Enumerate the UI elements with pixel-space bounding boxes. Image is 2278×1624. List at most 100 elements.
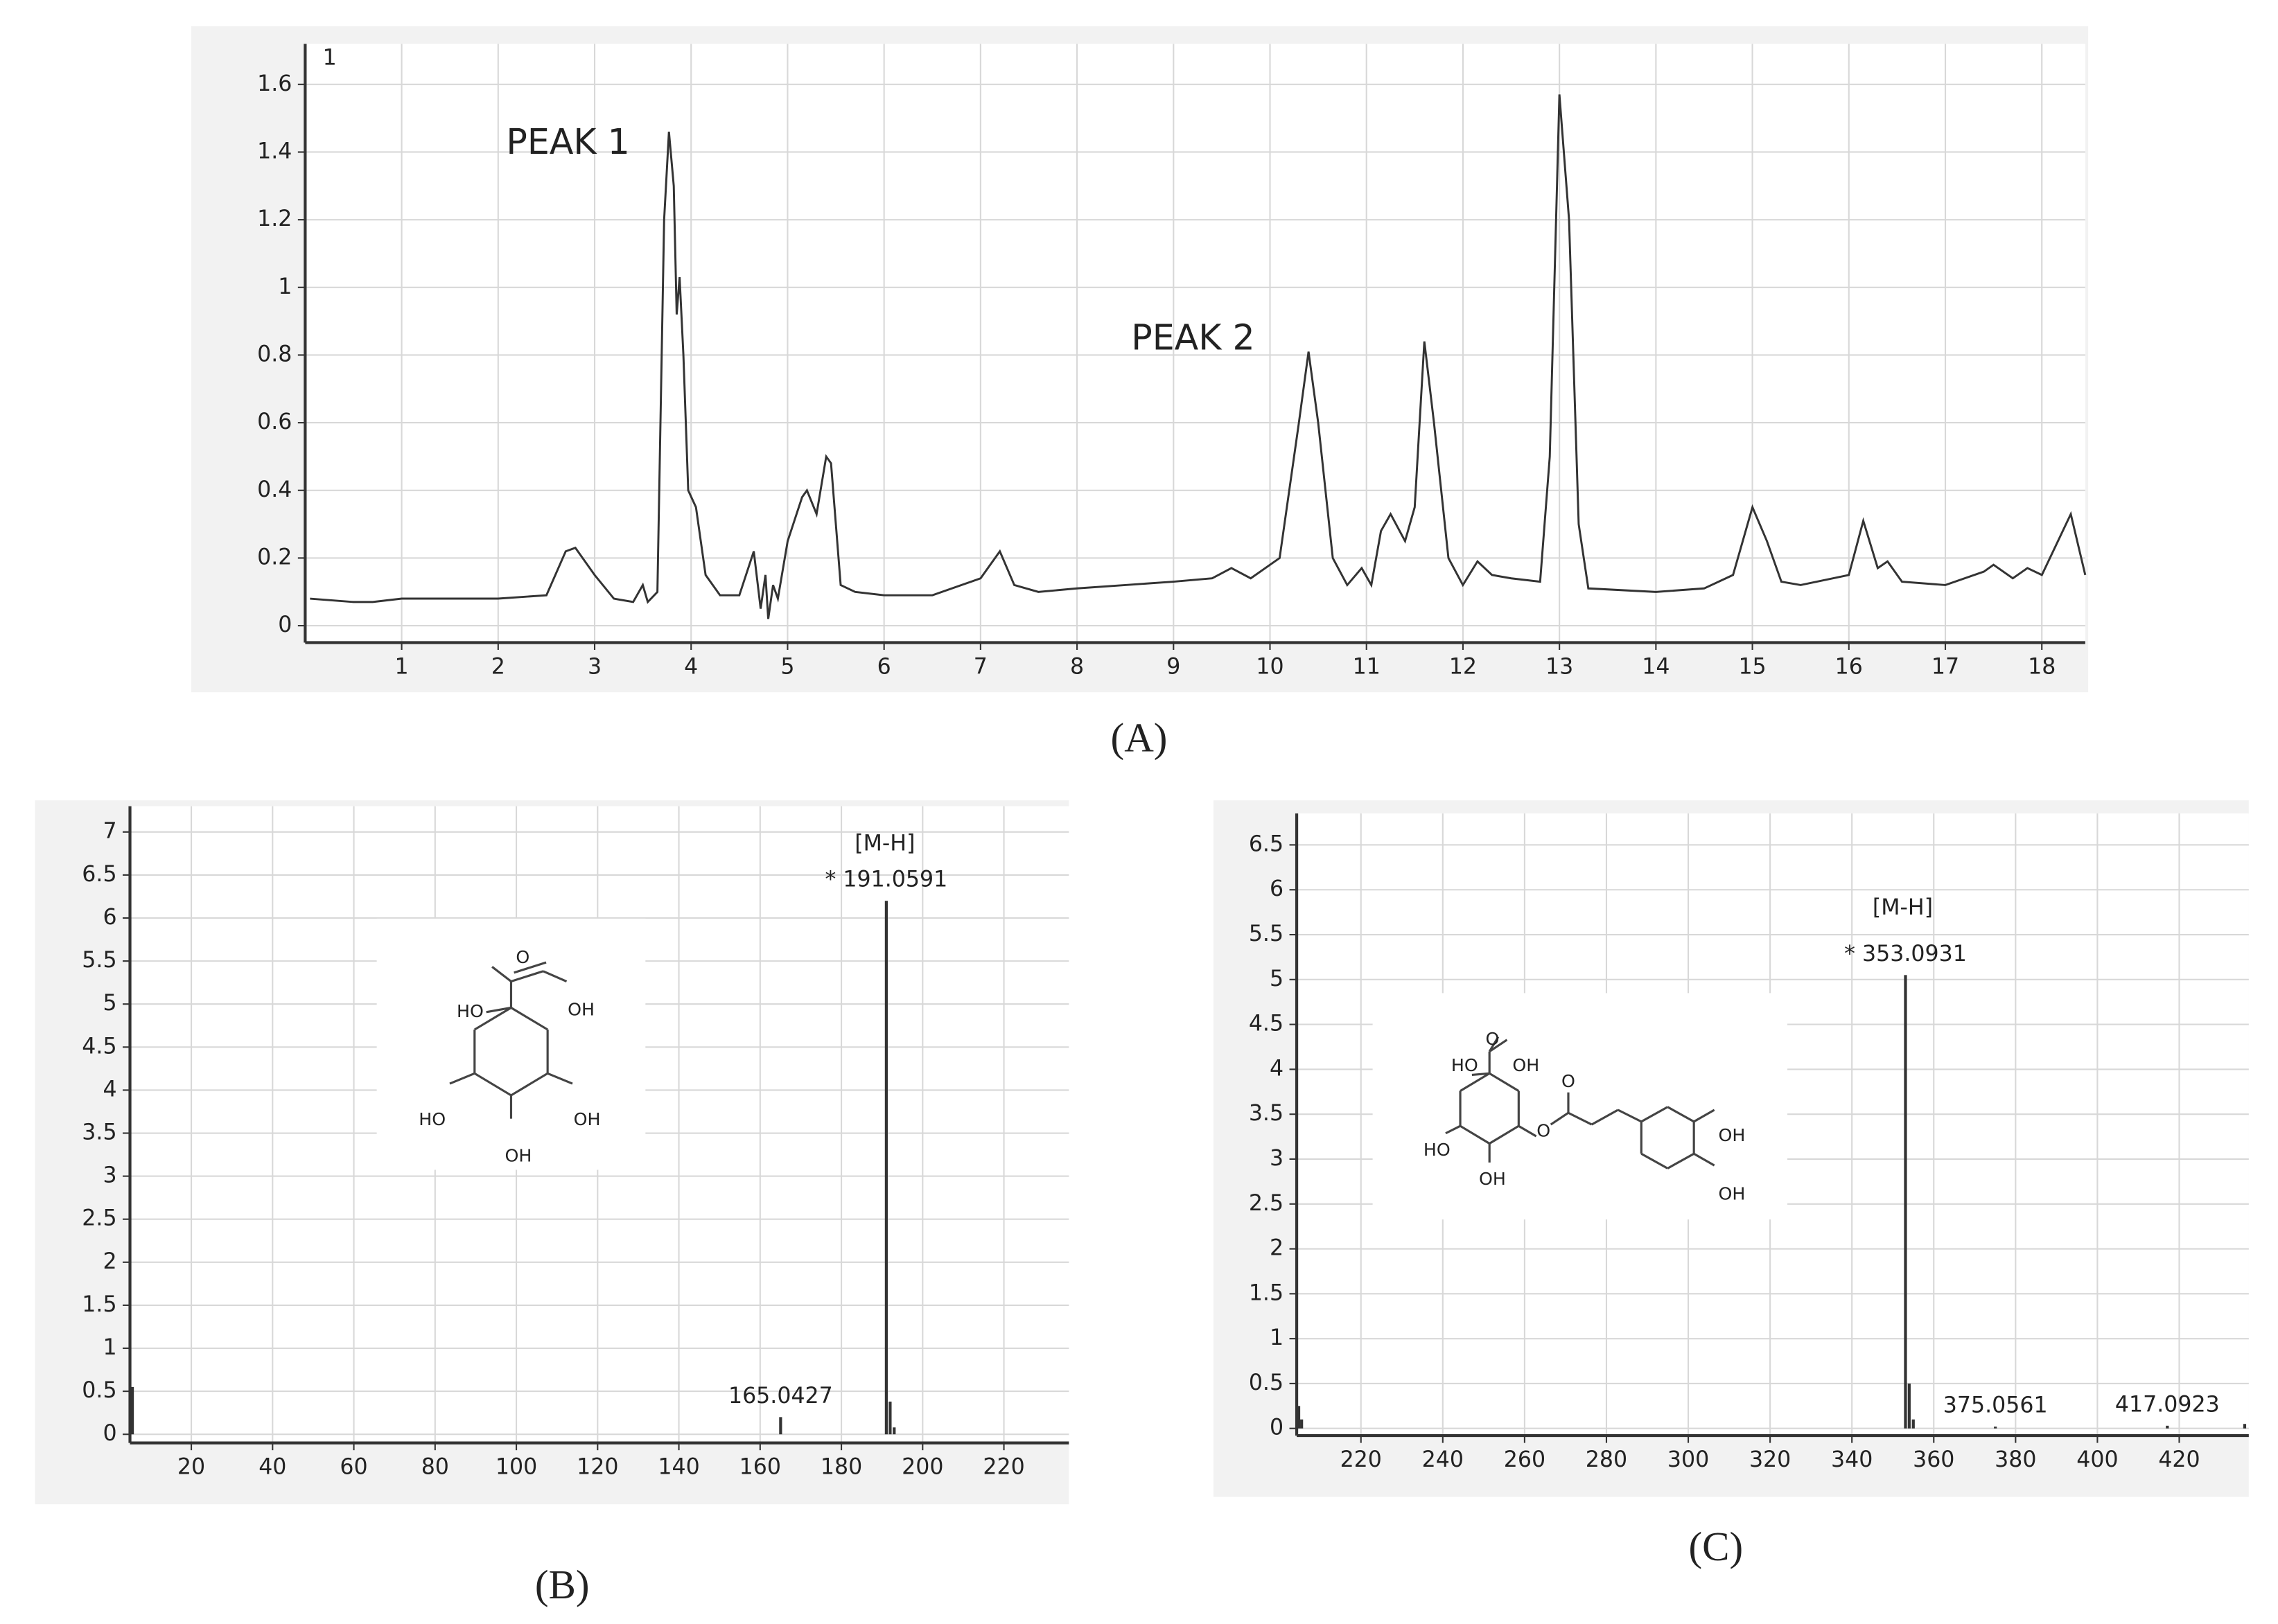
structure-bond — [1640, 1152, 1669, 1170]
structure-atom: OH — [1719, 1125, 1746, 1145]
x-tick-label: 7 — [974, 654, 988, 679]
x-tick-label: 17 — [1931, 654, 1959, 679]
y-tick-label: 6.5 — [1249, 831, 1283, 856]
x-tick-label: 160 — [739, 1454, 781, 1479]
peak-label: 165.0427 — [728, 1384, 833, 1409]
y-tick-label: 0.8 — [257, 342, 292, 367]
y-tick-label: 0.6 — [257, 409, 292, 434]
y-tick-label: 3 — [1270, 1146, 1283, 1171]
spectrum-bar — [130, 1386, 134, 1435]
structure-atom: OH — [1719, 1183, 1746, 1203]
peak-label: 375.0561 — [1943, 1393, 2048, 1418]
x-tick-label: 300 — [1667, 1447, 1709, 1472]
y-tick-label: 7 — [103, 819, 116, 844]
x-tick-label: 10 — [1256, 654, 1283, 679]
caption: (C) — [1688, 1524, 1743, 1569]
structure-bond — [1518, 1124, 1537, 1138]
y-tick-label: 5 — [1270, 967, 1283, 991]
y-tick-label: 2.5 — [1249, 1191, 1283, 1216]
trace-label: 1 — [323, 45, 337, 70]
structure-bond — [1489, 1072, 1520, 1092]
x-tick-label: 140 — [658, 1454, 699, 1479]
chromatogram-line — [310, 94, 2087, 619]
spectrum-bar — [1907, 1383, 1911, 1429]
structure-bond — [1667, 1106, 1694, 1123]
structure-box — [376, 918, 646, 1170]
plot-area — [305, 44, 2085, 643]
x-tick-label: 15 — [1738, 654, 1766, 679]
x-tick-label: 420 — [2158, 1447, 2200, 1472]
y-tick-label: 0.2 — [257, 545, 292, 570]
spectrum-bar — [1297, 1406, 1301, 1429]
spectrum-bar — [779, 1417, 782, 1435]
y-tick-label: 1.5 — [82, 1292, 116, 1317]
structure-bond — [1445, 1124, 1461, 1135]
y-tick-label: 0 — [1270, 1415, 1283, 1440]
structure-atom: O — [1485, 1029, 1499, 1049]
x-tick-label: 13 — [1545, 654, 1573, 679]
structure-bond — [491, 966, 512, 982]
x-tick-label: 6 — [877, 654, 891, 679]
spectrum-bar — [893, 1427, 896, 1435]
spectrum-bar — [1300, 1419, 1304, 1429]
x-tick-label: 4 — [684, 654, 698, 679]
x-tick-label: 80 — [421, 1454, 449, 1479]
x-tick-label: 18 — [2028, 654, 2056, 679]
y-tick-label: 5.5 — [1249, 921, 1283, 946]
x-tick-label: 320 — [1749, 1447, 1791, 1472]
y-tick-label: 0.5 — [82, 1378, 116, 1403]
y-tick-label: 0 — [103, 1421, 116, 1446]
structure-bond — [1591, 1109, 1619, 1126]
structure-bond — [1667, 1152, 1694, 1170]
structure-bond — [1640, 1106, 1669, 1123]
x-tick-label: 3 — [588, 654, 602, 679]
structure-atom: HO — [457, 1001, 484, 1021]
spectrum-bar — [884, 901, 888, 1435]
y-tick-label: 0.5 — [1249, 1370, 1283, 1395]
y-tick-label: 1 — [1270, 1325, 1283, 1350]
structure-bond — [543, 970, 568, 982]
y-tick-label: 1.5 — [1249, 1280, 1283, 1305]
peak-label: * 191.0591 — [825, 867, 948, 892]
x-tick-label: 5 — [780, 654, 794, 679]
structure-bond — [1550, 1111, 1569, 1126]
structure-bond — [1693, 1109, 1715, 1123]
spectrum-bar — [1911, 1419, 1915, 1429]
x-tick-label: 2 — [491, 654, 505, 679]
structure-bond — [510, 970, 544, 983]
structure-bond — [1488, 1036, 1500, 1052]
y-tick-label: 1.2 — [257, 206, 292, 231]
x-tick-label: 220 — [1340, 1447, 1382, 1472]
y-tick-label: 1 — [103, 1335, 116, 1360]
structure-bond — [473, 1007, 512, 1031]
x-tick-label: 220 — [983, 1454, 1024, 1479]
structure-bond — [1489, 1039, 1508, 1053]
structure-bond — [514, 961, 547, 974]
structure-bond — [510, 1072, 548, 1097]
x-tick-label: 8 — [1070, 654, 1084, 679]
x-tick-label: 120 — [577, 1454, 618, 1479]
structure-bond — [1693, 1152, 1715, 1167]
x-tick-label: 12 — [1449, 654, 1477, 679]
peak-annotation: PEAK 1 — [506, 121, 629, 162]
ion-label: [M-H] — [855, 831, 915, 856]
x-tick-label: 260 — [1504, 1447, 1545, 1472]
structure-atom: OH — [505, 1145, 532, 1165]
y-tick-label: 1.4 — [257, 139, 292, 164]
structure-bond — [1460, 1072, 1491, 1092]
structure-atom: OH — [1479, 1169, 1506, 1189]
structure-atom: OH — [574, 1109, 601, 1129]
structure-bond — [1460, 1124, 1491, 1145]
x-tick-label: 9 — [1166, 654, 1180, 679]
y-tick-label: 4.5 — [1249, 1012, 1283, 1036]
structure-atom: HO — [419, 1109, 446, 1129]
structure-bond — [1568, 1111, 1593, 1126]
x-tick-label: 280 — [1586, 1447, 1627, 1472]
y-tick-label: 0.4 — [257, 477, 292, 502]
structure-atom: OH — [1512, 1055, 1539, 1075]
y-tick-label: 3.5 — [82, 1120, 116, 1145]
structure-bond — [1471, 1072, 1490, 1076]
x-tick-label: 200 — [902, 1454, 943, 1479]
y-tick-label: 2 — [103, 1249, 116, 1274]
structure-bond — [449, 1072, 475, 1085]
